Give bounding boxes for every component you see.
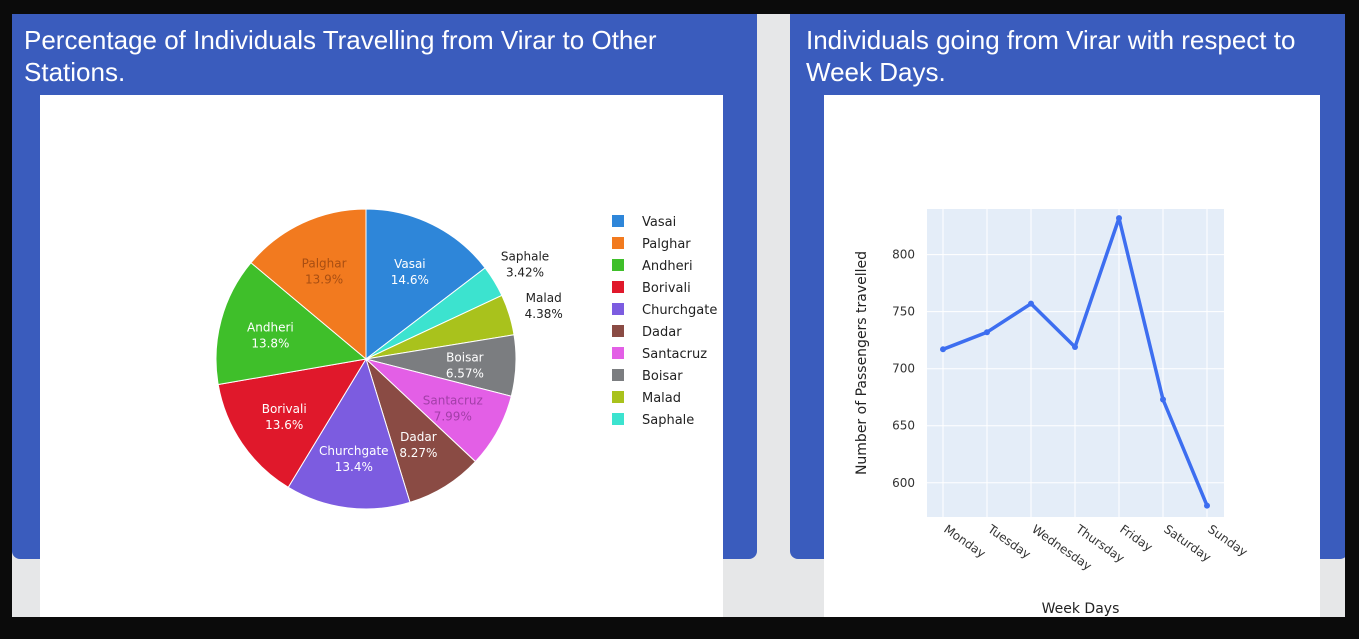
pie-slice-palghar[interactable]	[250, 208, 367, 361]
pie-slice-andheri[interactable]	[215, 262, 368, 386]
line-title-line2: Week Days.	[806, 57, 946, 87]
data-point-saturday[interactable]	[1160, 396, 1166, 403]
legend-label-boisar[interactable]: Boisar	[642, 369, 683, 384]
pie-percent-churchgate: 13.4%	[335, 460, 373, 474]
legend-swatch-andheri[interactable]	[612, 259, 624, 271]
data-point-thursday[interactable]	[1072, 344, 1078, 351]
legend-swatch-dadar[interactable]	[612, 325, 624, 337]
y-tick-700: 700	[892, 362, 915, 376]
pie-label-andheri: Andheri	[247, 320, 294, 334]
legend-swatch-vasai[interactable]	[612, 215, 624, 227]
pie-label-palghar: Palghar	[302, 256, 347, 270]
pie-panel-title: Percentage of Individuals Travelling fro…	[24, 24, 747, 88]
line-title-line1: Individuals going from Virar with respec…	[806, 25, 1296, 55]
pie-percent-boisar: 6.57%	[446, 366, 484, 380]
pie-label-vasai: Vasai	[394, 257, 426, 271]
pie-slice-churchgate[interactable]	[287, 357, 411, 510]
data-point-wednesday[interactable]	[1028, 300, 1034, 307]
y-tick-800: 800	[892, 248, 915, 262]
data-point-sunday[interactable]	[1204, 502, 1210, 509]
pie-label-boisar: Boisar	[446, 350, 484, 364]
pie-percent-vasai: 14.6%	[391, 273, 429, 287]
pie-label-malad: Malad	[526, 291, 562, 305]
legend-label-borivali[interactable]: Borivali	[642, 281, 691, 296]
legend-swatch-borivali[interactable]	[612, 281, 624, 293]
pie-label-borivali: Borivali	[262, 402, 307, 416]
legend-swatch-saphale[interactable]	[612, 413, 624, 425]
legend-label-churchgate[interactable]: Churchgate	[642, 303, 717, 318]
line-panel-title: Individuals going from Virar with respec…	[806, 24, 1338, 88]
pie-chart-card: Vasai 14.6% Saphale 3.42% Malad 4.38% Boisar 6.…	[40, 95, 723, 617]
y-tick-750: 750	[892, 305, 915, 319]
x-tick-friday: Friday	[1117, 522, 1155, 554]
pie-label-saphale: Saphale	[501, 250, 549, 264]
pie-percent-borivali: 13.6%	[265, 418, 303, 432]
pie-percent-santacruz: 7.99%	[434, 410, 472, 424]
pie-label-dadar: Dadar	[400, 430, 437, 444]
pie-title-line2: Stations.	[24, 57, 126, 87]
legend-label-dadar[interactable]: Dadar	[642, 325, 682, 340]
data-point-friday[interactable]	[1116, 215, 1122, 222]
pie-slice-borivali[interactable]	[217, 358, 367, 488]
legend-label-saphale[interactable]: Saphale	[642, 413, 694, 428]
x-tick-tuesday: Tuesday	[984, 521, 1033, 561]
y-tick-600: 600	[892, 476, 915, 490]
legend-swatch-churchgate[interactable]	[612, 303, 624, 315]
legend-swatch-palghar[interactable]	[612, 237, 624, 249]
legend-label-malad[interactable]: Malad	[642, 391, 681, 406]
legend-swatch-malad[interactable]	[612, 391, 624, 403]
x-tick-monday: Monday	[941, 522, 988, 561]
legend-label-andheri[interactable]: Andheri	[642, 259, 693, 274]
legend-label-palghar[interactable]: Palghar	[642, 237, 691, 252]
y-axis-title: Number of Passengers travelled	[854, 251, 870, 475]
pie-percent-palghar: 13.9%	[305, 272, 343, 286]
legend-swatch-santacruz[interactable]	[612, 347, 624, 359]
pie-chart: Vasai 14.6% Saphale 3.42% Malad 4.38% Boisar 6.…	[215, 208, 717, 510]
data-point-tuesday[interactable]	[984, 329, 990, 336]
data-point-monday[interactable]	[940, 346, 946, 353]
pie-label-churchgate: Churchgate	[319, 444, 389, 458]
pie-percent-malad: 4.38%	[525, 307, 563, 321]
x-tick-saturday: Saturday	[1161, 522, 1213, 564]
y-tick-650: 650	[892, 419, 915, 433]
legend-label-santacruz[interactable]: Santacruz	[642, 347, 707, 362]
pie-percent-andheri: 13.8%	[251, 336, 289, 350]
pie-percent-saphale: 3.42%	[506, 266, 544, 280]
pie-slice-vasai[interactable]	[365, 208, 486, 361]
pie-title-line1: Percentage of Individuals Travelling fro…	[24, 25, 657, 55]
x-axis-title: Week Days	[1042, 601, 1120, 617]
pie-percent-dadar: 8.27%	[399, 446, 437, 460]
legend-swatch-boisar[interactable]	[612, 369, 624, 381]
line-chart-card: 600 650 700 750 800 Monday Tuesday Wednesday Thu…	[824, 95, 1320, 617]
legend-label-vasai[interactable]: Vasai	[642, 215, 676, 230]
pie-label-santacruz: Santacruz	[423, 394, 483, 408]
line-chart: 600650700750800MondayTuesdayWednesdayThu…	[854, 209, 1250, 617]
